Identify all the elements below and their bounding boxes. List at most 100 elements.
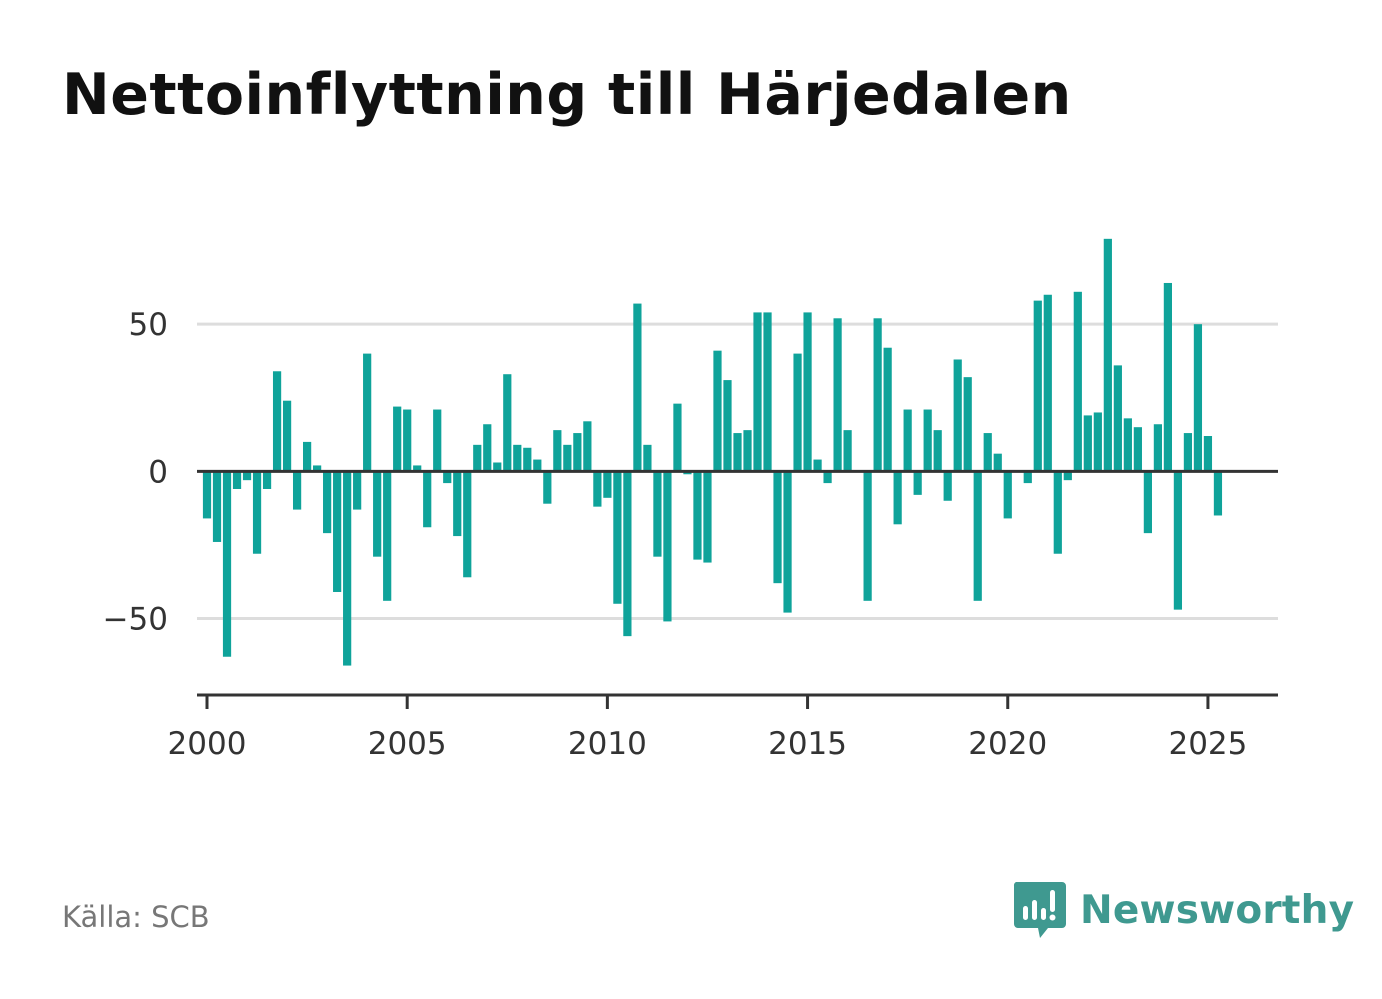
x-tick-label: 2000	[168, 726, 247, 762]
bar: 16	[1153, 424, 1162, 472]
bar: -19	[423, 471, 432, 528]
bar: 8	[523, 447, 532, 472]
bar: -12	[593, 471, 602, 507]
bar: -3	[1063, 471, 1072, 481]
bar: -9	[603, 471, 612, 498]
bar: -4	[443, 471, 452, 484]
bar: -51	[663, 471, 672, 622]
bar: 40	[363, 353, 372, 472]
bar: 22	[393, 406, 402, 472]
bar: 9	[473, 444, 482, 472]
bar: -15	[1213, 471, 1223, 516]
bar: 31	[723, 380, 732, 472]
axes	[197, 469, 1278, 709]
bar: 13	[983, 433, 992, 472]
bar: 14	[743, 430, 752, 472]
x-tick-label: 2010	[568, 726, 647, 762]
bar: 4	[533, 459, 542, 472]
bar: 6	[993, 453, 1002, 472]
bar: -16	[202, 471, 212, 519]
bar: -47	[1173, 471, 1183, 610]
bar: 17	[583, 421, 592, 472]
bar: -6	[262, 471, 272, 489]
bar: 40	[793, 353, 802, 472]
bar: -28	[1053, 471, 1062, 554]
bar: -16	[1003, 471, 1012, 519]
chart-title: Nettoinflyttning till Härjedalen	[62, 62, 1072, 128]
bar: -4	[823, 471, 832, 484]
brand-logo: Newsworthy	[1012, 880, 1354, 940]
bar: -31	[703, 471, 712, 563]
bar: 24	[282, 400, 292, 472]
bars: -16-24-63-6-3-28-63424-13102-21-41-66-13…	[202, 238, 1223, 666]
bar: 42	[883, 347, 892, 472]
bar: -66	[343, 471, 352, 666]
bar: -41	[333, 471, 342, 592]
bar: 79	[1103, 238, 1112, 472]
bar: -3	[242, 471, 252, 481]
bar: 3	[493, 462, 502, 472]
bar: -29	[373, 471, 382, 557]
bar: 41	[713, 350, 722, 472]
bar: 54	[763, 312, 772, 472]
gridlines	[197, 322, 1278, 620]
bar: -48	[783, 471, 792, 613]
bar: 9	[643, 444, 652, 472]
bar: 13	[573, 433, 582, 472]
bar: 21	[923, 409, 932, 472]
x-tick-label: 2005	[368, 726, 447, 762]
bar: 52	[833, 318, 842, 472]
bar: 9	[513, 444, 522, 472]
bar: 21	[403, 409, 412, 472]
bar: -13	[292, 471, 302, 510]
bar: -44	[863, 471, 872, 601]
bar: 21	[903, 409, 912, 472]
y-tick-label: −50	[103, 601, 168, 637]
bar: 23	[673, 403, 682, 472]
x-tick-label: 2015	[768, 726, 847, 762]
bar: 14	[553, 430, 562, 472]
bar: 2	[413, 465, 422, 472]
bar: -21	[323, 471, 332, 534]
bar: 57	[633, 303, 642, 472]
bar: -28	[252, 471, 262, 554]
bar: -13	[353, 471, 362, 510]
bar: 54	[753, 312, 762, 472]
bar: -8	[913, 471, 922, 495]
bar: 33	[503, 374, 512, 472]
bar: 58	[1033, 300, 1042, 472]
bar: 20	[1093, 412, 1102, 472]
bar: 19	[1083, 415, 1092, 472]
bar: 12	[1203, 436, 1213, 472]
x-tick-label: 2025	[1168, 726, 1247, 762]
bar: -44	[383, 471, 392, 601]
bar: -18	[893, 471, 902, 525]
bar: -10	[943, 471, 952, 501]
bar: 2	[313, 465, 322, 472]
bar: 60	[1043, 294, 1052, 472]
brand-name: Newsworthy	[1080, 887, 1355, 933]
bar: -6	[232, 471, 242, 489]
bar: 32	[963, 377, 972, 472]
bar: 21	[433, 409, 442, 472]
bar: -21	[1143, 471, 1152, 534]
source-note: Källa: SCB	[62, 900, 210, 934]
bar: 64	[1163, 282, 1172, 472]
bar: 16	[483, 424, 492, 472]
bar: -63	[222, 471, 232, 657]
bar: 38	[953, 359, 962, 472]
bar: 10	[303, 441, 312, 472]
bar: -29	[653, 471, 662, 557]
y-tick-label: 50	[129, 307, 168, 343]
bar: 14	[843, 430, 852, 472]
bar: 13	[733, 433, 742, 472]
bar: -24	[212, 471, 222, 542]
bar: 15	[1133, 427, 1142, 472]
bar: 13	[1183, 433, 1193, 472]
bar: -38	[773, 471, 782, 584]
bar: -56	[623, 471, 632, 637]
bar: -44	[973, 471, 982, 601]
bar: 4	[813, 459, 822, 472]
